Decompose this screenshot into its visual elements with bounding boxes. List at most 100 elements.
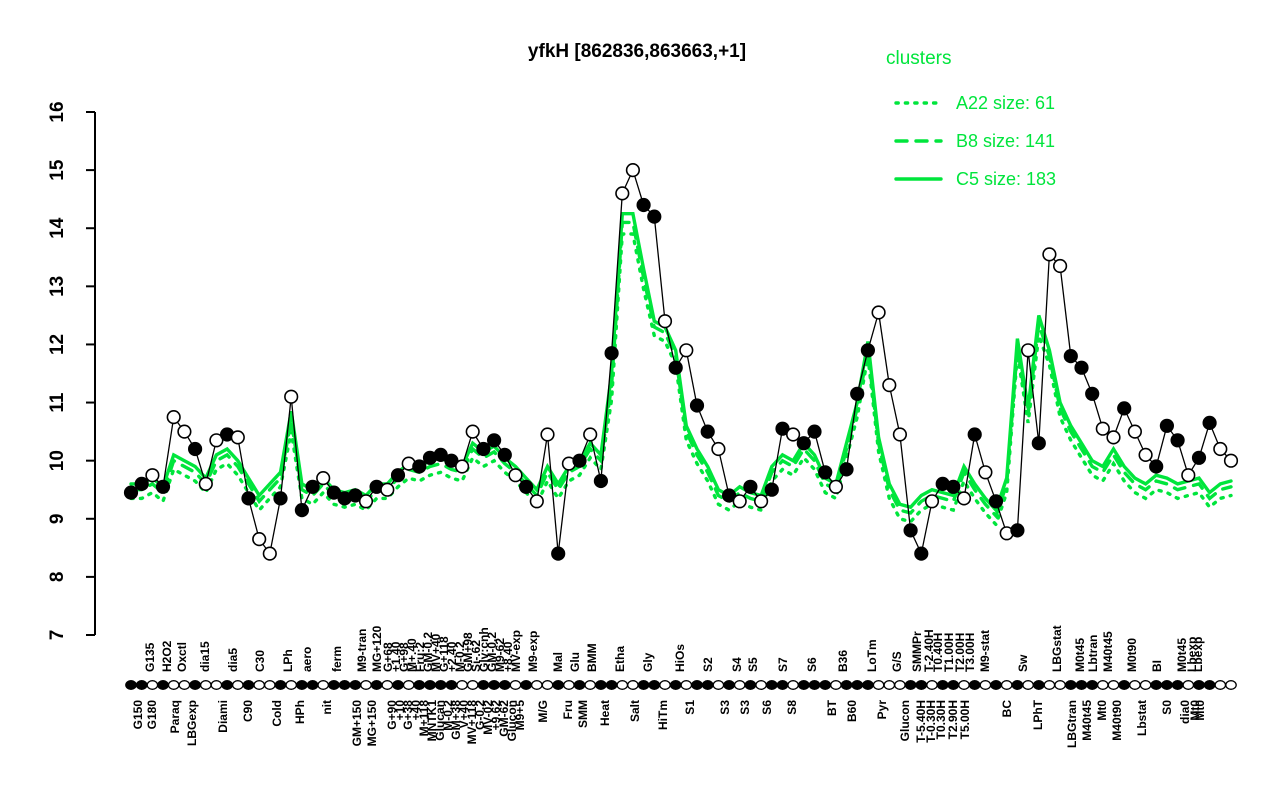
y-axis-tick-label: 15 xyxy=(47,159,68,181)
data-point xyxy=(412,459,427,474)
x-axis-label-top: aero xyxy=(300,647,314,672)
sample-strip-dot xyxy=(968,680,981,690)
y-axis-tick-label: 8 xyxy=(47,572,68,583)
data-point xyxy=(262,546,277,561)
x-axis-label-bottom: Glucan xyxy=(433,700,447,741)
x-axis-label-bottom: Cold xyxy=(270,700,284,727)
data-point xyxy=(1117,401,1132,416)
data-point xyxy=(166,410,181,425)
data-point xyxy=(636,197,651,213)
x-axis-label-top: S6 xyxy=(805,657,819,672)
x-axis-label-bottom: G+90 xyxy=(385,700,399,730)
data-point xyxy=(743,479,758,494)
sample-strip-dot xyxy=(1086,680,1099,690)
sample-strip-dot xyxy=(456,680,468,690)
x-axis-label-top: dia5 xyxy=(226,648,240,672)
sample-strip-dot xyxy=(488,680,500,690)
data-point xyxy=(1138,447,1153,463)
sample-strip-dot xyxy=(1032,680,1045,690)
x-axis-label-bottom: Pyr xyxy=(875,700,889,720)
sample-strip-dot xyxy=(616,680,629,690)
x-axis-label-bottom: HiTm xyxy=(656,700,670,730)
sample-strip-dot xyxy=(1000,680,1013,690)
sample-strip-dot xyxy=(1011,680,1024,690)
data-point xyxy=(1127,424,1142,439)
x-axis-label-bottom: MV+118 xyxy=(465,700,479,745)
x-axis-label-top: M9-stat xyxy=(978,630,992,672)
data-point xyxy=(230,430,245,445)
sample-strip-dot xyxy=(1064,680,1077,690)
data-point xyxy=(294,503,310,518)
sample-strip-dot xyxy=(1193,680,1205,690)
sample-strip-dot xyxy=(851,680,864,690)
x-axis-label-bottom: S1 xyxy=(683,700,697,715)
x-axis-label-bottom: M40t45 xyxy=(1080,700,1094,741)
data-point xyxy=(444,453,459,468)
sample-strip-dot xyxy=(178,680,191,690)
data-point xyxy=(348,488,363,503)
data-point xyxy=(583,427,598,442)
x-axis-label-top: T3.00H xyxy=(963,633,977,672)
data-point xyxy=(1095,421,1110,436)
x-axis-label-bottom: M40t90 xyxy=(1110,700,1124,741)
x-axis-label-top: +2.40 xyxy=(445,641,459,672)
sample-strip-dot xyxy=(723,680,735,690)
sample-strip-dot xyxy=(552,680,565,690)
legend-entry-label: C5 size: 183 xyxy=(956,169,1056,189)
cluster-line-C5 xyxy=(129,211,1233,514)
data-point xyxy=(252,531,267,547)
data-point xyxy=(1191,450,1207,465)
data-point xyxy=(924,494,940,509)
sample-strip-dot xyxy=(338,680,351,690)
sample-strip-dot xyxy=(231,680,244,690)
legend-entry-label: B8 size: 141 xyxy=(956,131,1055,151)
x-axis-label-top: G/S xyxy=(890,651,904,672)
data-point xyxy=(1213,441,1228,457)
y-axis-tick-label: 14 xyxy=(47,217,68,239)
sample-strip-dot xyxy=(466,680,479,690)
sample-strip-dot xyxy=(1043,680,1056,690)
sample-strip-dot xyxy=(1096,680,1109,690)
sample-strip-dot xyxy=(413,680,426,690)
data-point xyxy=(988,494,1004,509)
sample-strip-dot xyxy=(402,680,415,690)
x-axis-label-top: S5 xyxy=(746,657,760,672)
x-axis-label-bottom: T-0.30H xyxy=(924,700,938,743)
x-axis-label-bottom: LBGexp xyxy=(185,700,199,746)
y-axis: 7 8 9 10 11 12 13 14 15 16 xyxy=(47,101,96,640)
sample-strip-dot xyxy=(637,680,650,690)
sample-strip-dot xyxy=(1225,680,1237,690)
data-point xyxy=(1031,436,1046,451)
data-point xyxy=(615,186,630,201)
x-axis-label-top: M9-exp xyxy=(526,631,540,672)
sample-strip-dot xyxy=(392,680,404,690)
x-axis-label-bottom: G150 xyxy=(131,700,145,730)
x-axis-label-top: MV-exp xyxy=(509,630,523,672)
x-axis-label-bottom: Fru xyxy=(561,700,575,719)
sample-strip-dot xyxy=(915,680,928,690)
data-point xyxy=(551,546,566,561)
x-axis-label-top: B36 xyxy=(836,650,850,672)
sample-strip-dot xyxy=(883,680,896,690)
sample-strip-dot xyxy=(787,680,799,690)
sample-strip-dot xyxy=(712,680,725,690)
x-axis-label-top: Lbexp xyxy=(1191,637,1205,672)
chart-title: yfkH [862836,863663,+1] xyxy=(528,41,746,62)
x-axis-label-top: S7 xyxy=(776,657,790,672)
sample-strip-dot xyxy=(146,680,159,690)
x-axis-label-top: Glv:cnh xyxy=(477,627,491,672)
sample-strip-dot xyxy=(680,680,693,690)
data-point xyxy=(476,441,491,457)
x-axis-label-top: LoTm xyxy=(865,639,879,672)
x-axis-label-top: S2 xyxy=(701,657,715,672)
sample-strip-dot xyxy=(253,680,266,690)
sample-strip-dot xyxy=(1203,680,1216,690)
data-point xyxy=(540,427,555,442)
sample-strip-dot xyxy=(157,680,169,690)
data-point xyxy=(1106,430,1121,445)
sample-strip-dot xyxy=(360,680,372,690)
sample-strip-dot xyxy=(424,680,436,690)
data-point xyxy=(721,488,737,503)
data-point xyxy=(978,465,993,480)
sample-strip-dot xyxy=(958,680,970,690)
